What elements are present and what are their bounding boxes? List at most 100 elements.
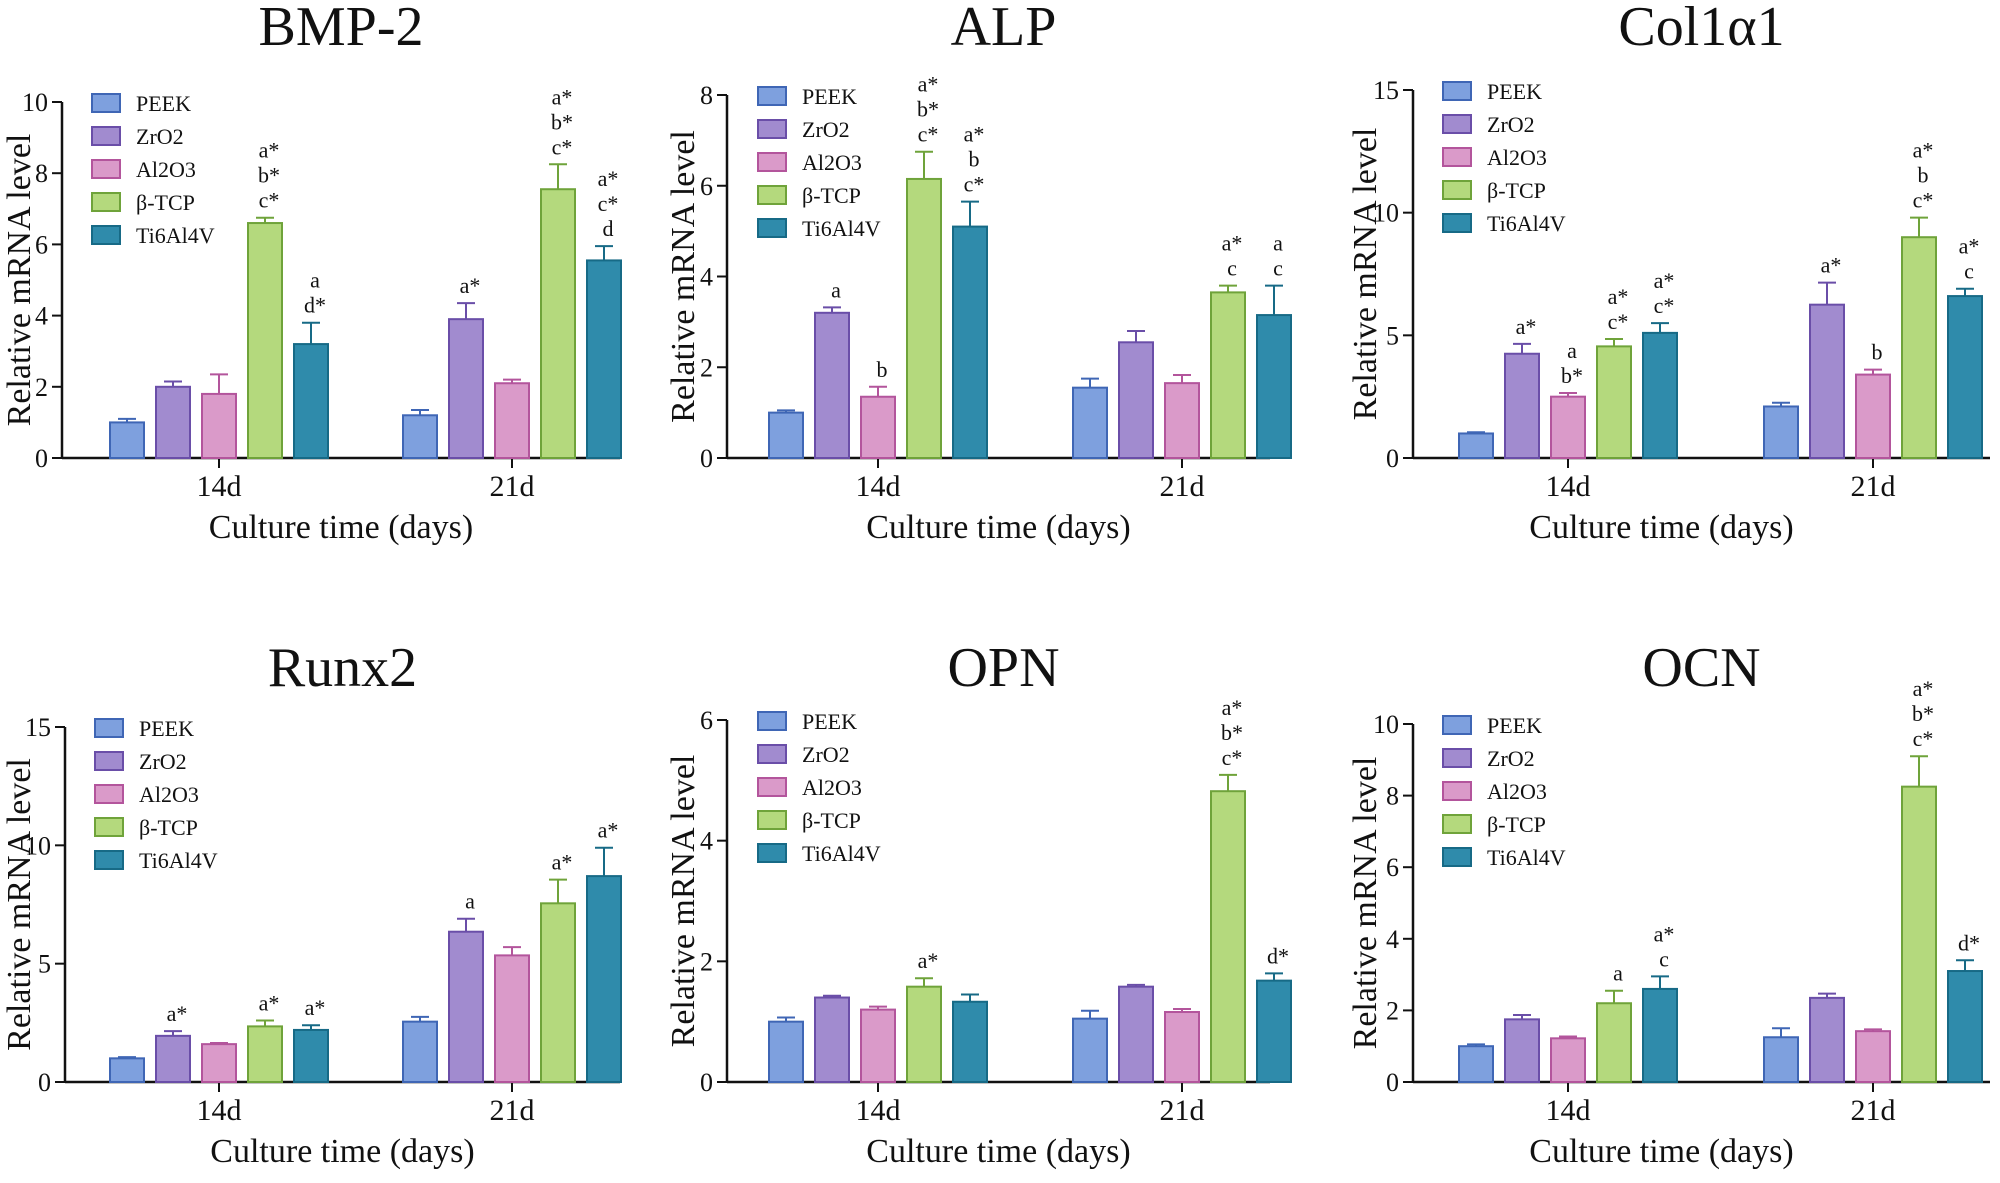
y-tick-label: 10 [25, 831, 51, 860]
legend-swatch [757, 185, 787, 205]
legend-swatch [757, 843, 787, 863]
bar-peek-14d [1458, 432, 1494, 460]
x-tick-label: 14d [1546, 1094, 1591, 1127]
panel-runx2: Runx2 0 5 10 15 Relative mRNA level Culture ti… [1, 637, 622, 1170]
bar-peek-14d [109, 421, 145, 459]
bar-tcp-21d [540, 902, 576, 1083]
bar-al2o3-21d [494, 382, 530, 459]
significance-label: a* c* d [598, 166, 619, 241]
significance-line: a* [1654, 268, 1675, 293]
significance-label: a [465, 889, 475, 914]
significance-line: c* [918, 122, 939, 147]
significance-line: a* [1222, 695, 1243, 720]
bar-al2o3-14d [860, 1008, 896, 1083]
significance-line: b* [258, 163, 280, 188]
y-tick-label: 4 [700, 827, 713, 856]
x-axis-label: Culture time (days) [866, 509, 1130, 546]
y-tick-label: 15 [25, 713, 51, 742]
significance-line: c* [964, 172, 985, 197]
significance-label: a [1613, 961, 1623, 986]
y-tick-label: 10 [1373, 199, 1399, 228]
bar-zro2-14d [1504, 352, 1540, 460]
y-tick-label: 4 [1386, 925, 1399, 954]
significance-label: a* [460, 273, 481, 298]
legend: PEEK ZrO2 Al2O3 β-TCP Ti6Al4V [757, 709, 881, 866]
significance-line: a* [1821, 253, 1842, 278]
bar-tcp-21d [1901, 236, 1937, 459]
legend-swatch [91, 225, 121, 245]
y-tick-label: 0 [1386, 1068, 1399, 1097]
significance-label: a* b* c* [258, 138, 280, 213]
legend-label: β-TCP [1487, 812, 1546, 837]
legend-swatch [91, 192, 121, 212]
significance-label: a* [259, 990, 280, 1015]
y-axis-label: Relative mRNA level [665, 130, 702, 423]
bar-zro2-21d [1809, 303, 1845, 459]
significance-line: a* [964, 122, 985, 147]
significance-line: b [1872, 340, 1883, 365]
significance-line: a* [1959, 234, 1980, 259]
significance-line: a* [305, 995, 326, 1020]
x-axis-label: Culture time (days) [210, 1133, 474, 1170]
legend-label: PEEK [1487, 713, 1542, 738]
significance-line: a [1273, 231, 1283, 256]
y-tick-label: 6 [700, 706, 713, 735]
y-tick-label: 0 [1386, 444, 1399, 473]
significance-line: a* [598, 818, 619, 843]
y-axis-label: Relative mRNA level [665, 755, 702, 1048]
y-tick-label: 0 [700, 1068, 713, 1097]
bar-ti6al4v-21d [1947, 295, 1983, 459]
legend-label: ZrO2 [1487, 112, 1535, 137]
y-tick-label: 2 [1386, 996, 1399, 1025]
bar-al2o3-14d [201, 1043, 237, 1083]
significance-line: a* [1608, 284, 1629, 309]
legend-label: Ti6Al4V [802, 841, 881, 866]
legend-label: Al2O3 [802, 150, 862, 175]
legend-swatch [757, 711, 787, 731]
y-tick-label: 10 [1373, 710, 1399, 739]
significance-line: a [310, 268, 320, 293]
legend-swatch [1442, 814, 1472, 834]
bar-peek-21d [402, 1020, 438, 1084]
bar-tcp-14d [906, 985, 942, 1084]
legend: PEEK ZrO2 Al2O3 β-TCP Ti6Al4V [757, 84, 881, 241]
bar-ti6al4v-21d [1256, 314, 1292, 459]
bar-zro2-14d [814, 996, 850, 1083]
significance-label: a* c* [1654, 268, 1675, 318]
legend: PEEK ZrO2 Al2O3 β-TCP Ti6Al4V [94, 716, 218, 873]
y-axis-label: Relative mRNA level [1347, 128, 1384, 421]
significance-label: d* [1958, 930, 1980, 955]
legend-label: Al2O3 [1487, 145, 1547, 170]
significance-line: a [1613, 961, 1623, 986]
legend-label: ZrO2 [139, 749, 187, 774]
significance-label: a* c [1654, 921, 1675, 971]
significance-line: a* [167, 1001, 188, 1026]
y-tick-label: 6 [700, 172, 713, 201]
bar-ti6al4v-14d [952, 225, 988, 459]
significance-line: a [465, 889, 475, 914]
legend-swatch [1442, 748, 1472, 768]
bar-tcp-21d [1901, 785, 1937, 1084]
significance-line: b* [1561, 363, 1583, 388]
legend-swatch [91, 159, 121, 179]
significance-line: c [1964, 259, 1974, 284]
bar-tcp-21d [1210, 291, 1246, 459]
legend-label: β-TCP [1487, 178, 1546, 203]
panel-alp: ALP 0 2 4 6 8 Relative mRNA level Culture time … [665, 0, 1292, 546]
bar-tcp-14d [247, 1025, 283, 1083]
bar-al2o3-21d [1855, 373, 1891, 459]
legend-swatch [91, 126, 121, 146]
x-axis-label: Culture time (days) [1529, 509, 1793, 546]
significance-line: a [831, 277, 841, 302]
legend-swatch [757, 810, 787, 830]
y-tick-label: 8 [700, 81, 713, 110]
significance-line: c* [1654, 293, 1675, 318]
significance-label: a* [598, 818, 619, 843]
bar-ti6al4v-21d [1256, 979, 1292, 1084]
bar-zro2-21d [1118, 341, 1154, 460]
y-tick-label: 5 [1386, 321, 1399, 350]
significance-line: a* [552, 850, 573, 875]
significance-line: d* [304, 293, 326, 318]
x-tick-label: 21d [1851, 1094, 1896, 1127]
x-axis-label: Culture time (days) [1529, 1133, 1793, 1170]
